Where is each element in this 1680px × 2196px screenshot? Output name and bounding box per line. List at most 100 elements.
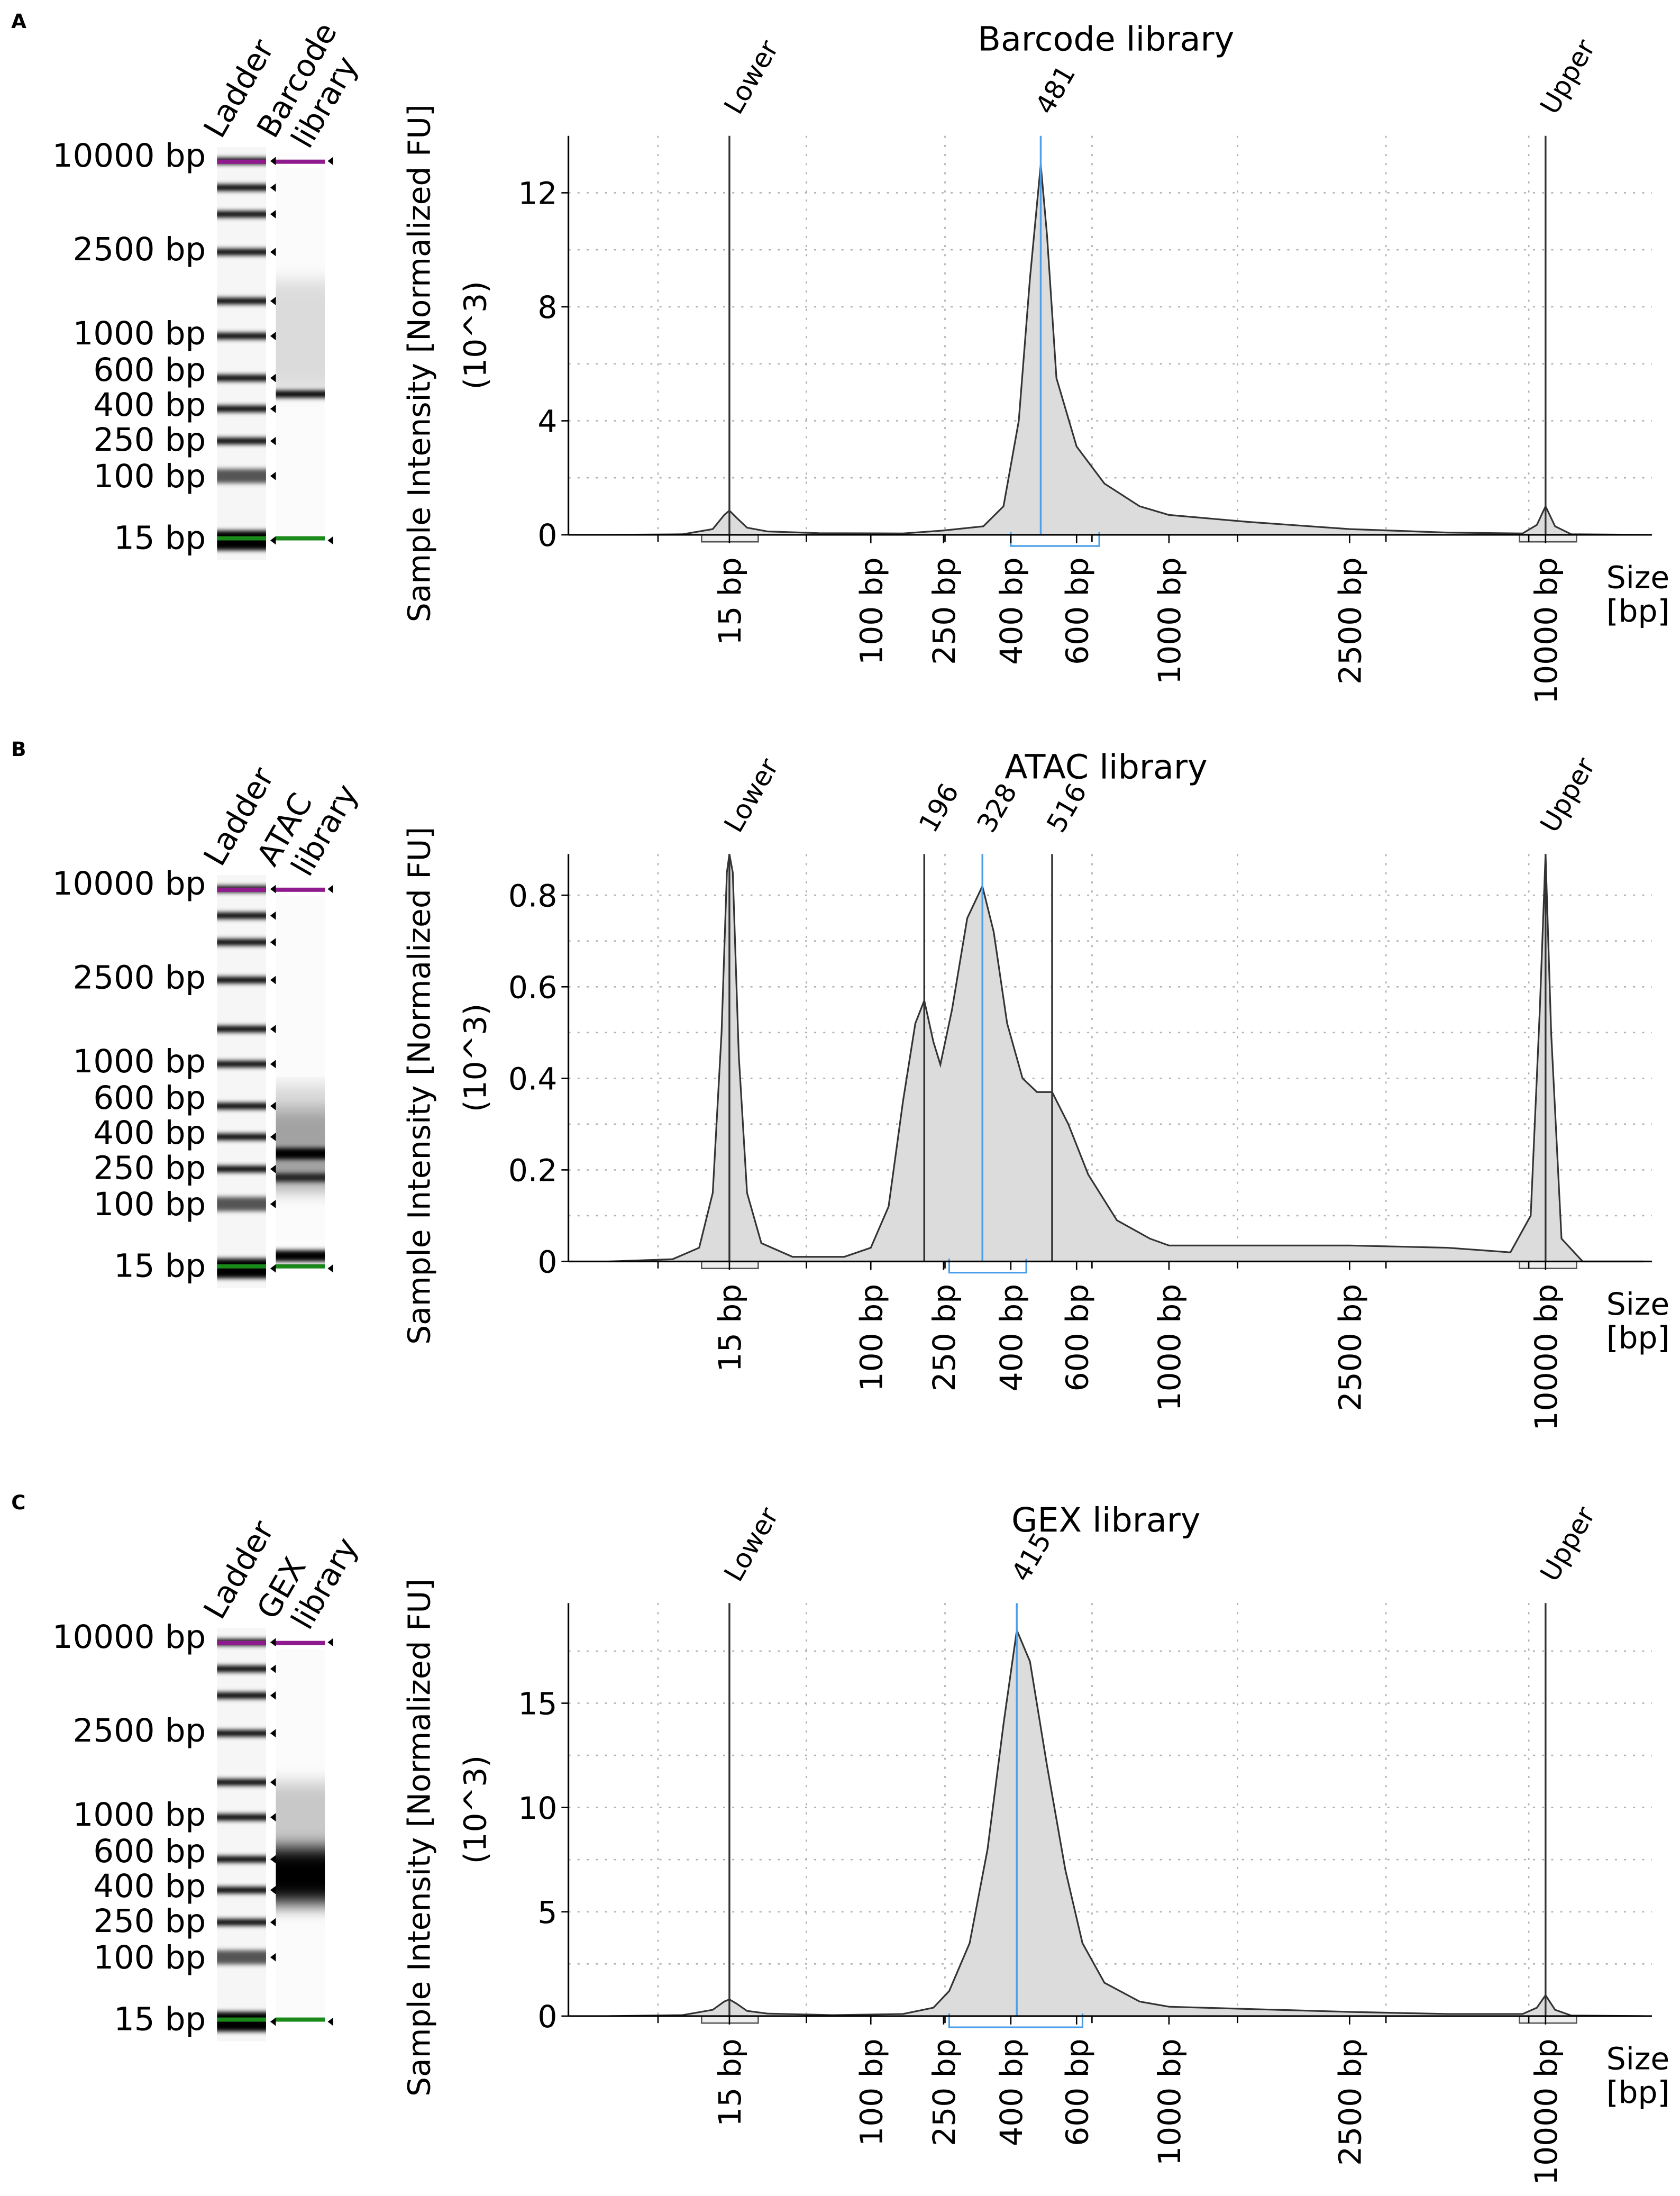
y-tick-label: 15 [518,1686,557,1722]
gel-size-label: 2500 bp [73,959,206,996]
gel-size-label: 10000 bp [52,138,206,175]
band-arrow-icon [327,2017,333,2026]
band-arrow-icon [270,1729,276,1738]
band-arrow-icon [270,536,276,545]
x-tick-label: 15 bp [712,1284,748,1372]
gel-size-label: 15 bp [114,2001,206,2038]
marker-region-box [1519,2015,1577,2024]
ladder-upper-marker [217,159,266,164]
ladder-band [217,1950,266,1965]
band-arrow-icon [270,885,276,894]
x-tick-label: 250 bp [926,557,962,665]
chart-title: GEX library [1011,1500,1200,1539]
gel-size-label: 250 bp [93,1903,206,1940]
x-tick-label: 100 bp [853,2038,889,2146]
y-tick-label: 0 [537,517,557,553]
band-arrow-icon [270,1918,276,1927]
sample-band [276,1173,325,1182]
y-tick-label: 0.8 [508,878,558,914]
trace-line [609,854,1644,1263]
gel-size-label: 15 bp [114,1248,206,1285]
ladder-band [217,184,266,191]
ladder-lower-marker [217,536,266,541]
band-arrow-icon [270,2017,276,2026]
sample-smear [276,280,325,393]
marker-label: 196 [912,778,965,838]
y-tick-label: 12 [518,176,557,212]
x-tick-label: 400 bp [993,557,1029,665]
ladder-lane [217,1628,266,2042]
ladder-band [217,1102,266,1109]
sample-band [276,1148,325,1160]
band-arrow-icon [270,248,276,257]
sample-upper-marker [276,887,325,892]
band-arrow-icon [270,373,276,382]
ladder-band [217,1856,266,1863]
ladder-band [217,912,266,919]
band-arrow-icon [270,1060,276,1069]
x-tick-label: 250 bp [926,1284,962,1392]
y-axis-title: Sample Intensity [Normalized FU] [401,827,437,1345]
sample-lower-marker [276,2017,325,2022]
x-axis-unit: [bp] [1606,593,1669,629]
x-tick-label: 10000 bp [1528,557,1564,704]
marker-label: 481 [1029,60,1081,120]
band-arrow-icon [270,1885,276,1894]
panel-letter: A [11,10,26,33]
panel-B: B ATAC library Lower 196 328 516 Upper 0 0.2 0.4 0… [11,738,1669,1430]
band-arrow-icon [270,1691,276,1700]
y-tick-label: 10 [518,1790,557,1826]
band-arrow-icon [270,436,276,445]
y-axis-title: Sample Intensity [Normalized FU] [401,104,437,622]
ladder-band [217,1061,266,1068]
y-axis-unit: (10^3) [457,1755,493,1864]
sample-lower-marker [276,1264,325,1269]
x-tick-label: 10000 bp [1528,2038,1564,2185]
x-tick-label: 100 bp [853,1284,889,1392]
chart-title: Barcode library [978,19,1234,58]
marker-label: Lower [718,753,785,837]
chart-title: ATAC library [1005,747,1208,786]
band-arrow-icon [270,297,276,305]
band-arrow-icon [327,536,333,545]
y-axis-unit: (10^3) [457,1004,493,1112]
band-arrow-icon [270,1855,276,1864]
x-tick-label: 2500 bp [1332,2038,1368,2166]
band-arrow-icon [270,332,276,341]
panel-letter: B [11,738,26,761]
ladder-band [217,1814,266,1821]
trace-line [609,164,1644,536]
sample-lower-marker [276,536,325,541]
ladder-lane [217,147,266,560]
gel-size-label: 250 bp [93,422,206,459]
ladder-lane [217,875,266,1288]
band-arrow-icon [270,157,276,166]
band-arrow-icon [270,471,276,480]
x-tick-label: 100 bp [853,557,889,665]
ladder-band [217,211,266,217]
ladder-band [217,1197,266,1211]
marker-label: Upper [1534,1501,1601,1587]
sample-band [276,390,325,398]
marker-label: Lower [718,1502,785,1587]
x-tick-label: 250 bp [926,2038,962,2146]
x-tick-label: 600 bp [1059,557,1095,665]
x-tick-label: 600 bp [1059,2038,1095,2146]
gel-size-label: 1000 bp [73,1797,206,1834]
ladder-band [217,1133,266,1140]
x-tick-label: 15 bp [712,557,748,645]
gel-size-label: 600 bp [93,352,206,389]
band-arrow-icon [270,209,276,218]
gel-size-label: 400 bp [93,1115,206,1152]
gel-size-label: 1000 bp [73,1043,206,1080]
y-tick-label: 5 [537,1894,557,1930]
ladder-band [217,405,266,412]
selected-region [948,1259,1027,1274]
ladder-band [217,298,266,304]
y-tick-label: 4 [537,404,557,440]
x-tick-label: 1000 bp [1152,557,1188,685]
trace-line [609,1627,1644,2017]
sample-upper-marker [276,159,325,164]
